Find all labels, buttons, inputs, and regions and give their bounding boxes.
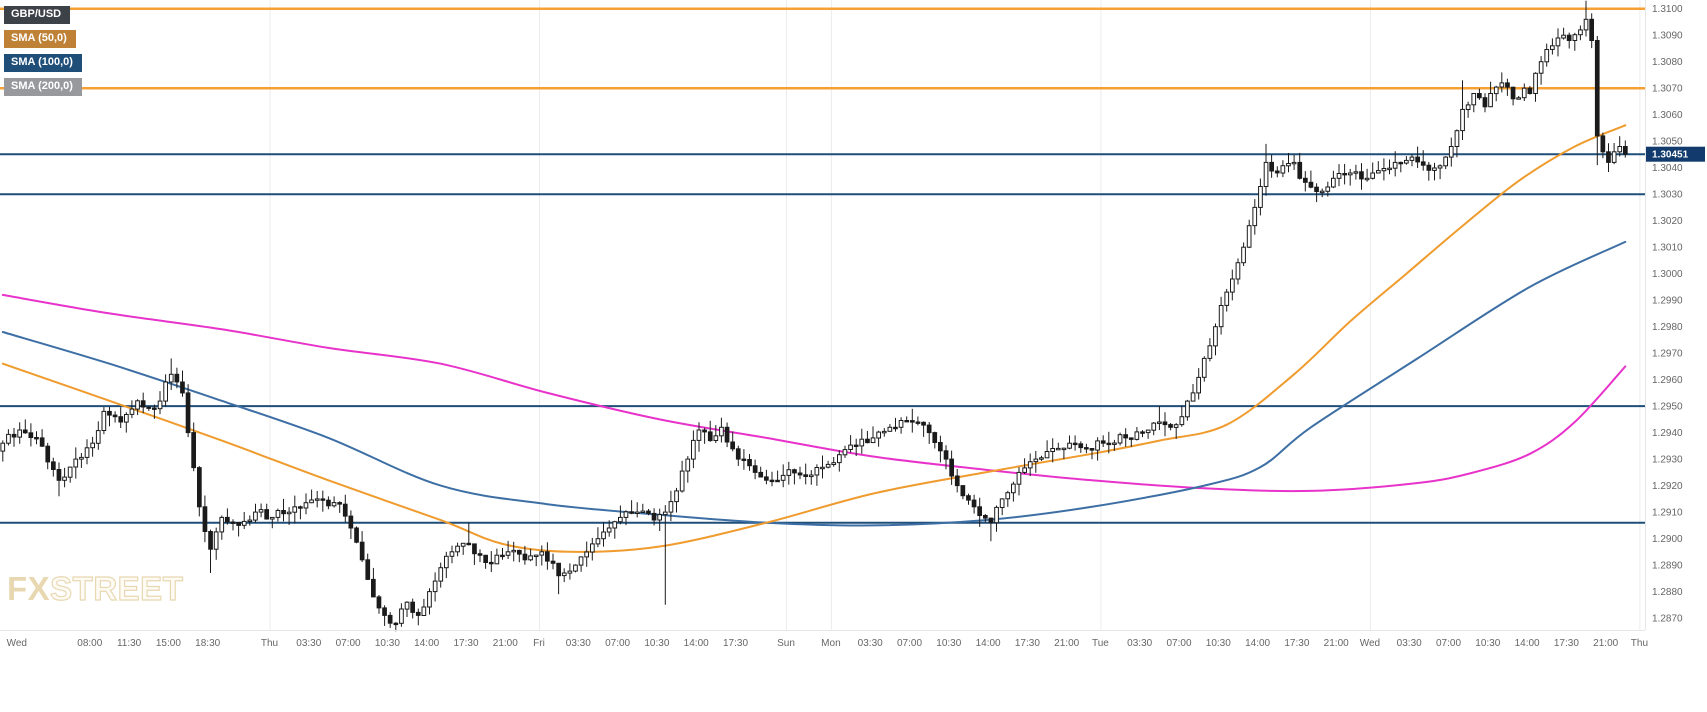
time-tick-label: 17:30	[723, 638, 748, 649]
price-tick-label: 1.3060	[1652, 110, 1683, 121]
price-tick-label: 1.3100	[1652, 4, 1683, 15]
time-tick-label: Fri	[533, 638, 545, 649]
price-tick-label: 1.3050	[1652, 137, 1683, 148]
time-tick-label: 07:00	[1166, 638, 1191, 649]
time-tick-label: 10:30	[644, 638, 669, 649]
price-tick-label: 1.2980	[1652, 322, 1683, 333]
time-tick-label: 21:00	[493, 638, 518, 649]
price-tick-label: 1.3080	[1652, 57, 1683, 68]
time-tick-label: 10:30	[1475, 638, 1500, 649]
fxstreet-watermark-street: STREET	[50, 570, 184, 607]
time-tick-label: 21:00	[1593, 638, 1618, 649]
price-tick-label: 1.3010	[1652, 243, 1683, 254]
current-price-tag	[1646, 146, 1705, 162]
time-tick-label: 07:00	[336, 638, 361, 649]
price-tick-label: 1.3000	[1652, 269, 1683, 280]
fxstreet-watermark-fx: FX	[7, 570, 51, 607]
candles-layer	[0, 0, 1628, 632]
day-separator-gridlines	[269, 0, 1641, 630]
time-tick-label: 03:30	[1397, 638, 1422, 649]
chart-legend: GBP/USD SMA (50,0) SMA (100,0) SMA (200,…	[4, 6, 82, 96]
time-tick-label: 07:00	[605, 638, 630, 649]
time-tick-label: 10:30	[1206, 638, 1231, 649]
price-tick-label: 1.2890	[1652, 561, 1683, 572]
time-tick-label: Mon	[821, 638, 840, 649]
time-tick-label: 11:30	[117, 638, 142, 649]
time-tick-label: 14:00	[684, 638, 709, 649]
price-tick-label: 1.3090	[1652, 31, 1683, 42]
legend-sma200-badge[interactable]: SMA (200,0)	[4, 78, 82, 96]
time-tick-label: Thu	[1631, 638, 1648, 649]
time-tick-label: 03:30	[566, 638, 591, 649]
time-tick-label: 10:30	[936, 638, 961, 649]
sma-line-100	[1, 240, 1627, 527]
time-tick-label: Wed	[1360, 638, 1380, 649]
current-price-tag-text: 1.30451	[1652, 150, 1689, 161]
price-tick-label: 1.2910	[1652, 508, 1683, 519]
chart-plot-area[interactable]	[0, 0, 1645, 630]
time-tick-label: Wed	[7, 638, 27, 649]
price-tick-label: 1.2930	[1652, 455, 1683, 466]
legend-instrument-badge[interactable]: GBP/USD	[4, 6, 71, 24]
time-tick-label: 21:00	[1054, 638, 1079, 649]
time-axis[interactable]: Wed 08:00 11:30 15:00 18:30 Thu 03:30 07:00 10:3…	[7, 638, 1648, 649]
price-axis[interactable]: 1.3100 1.3090 1.3080 1.3070 1.3060 1.3050 1.30…	[1652, 4, 1683, 624]
sma-line-50	[1, 124, 1627, 553]
time-tick-label: 07:00	[897, 638, 922, 649]
horizontal-level-lines	[0, 7, 1645, 524]
time-tick-label: 17:30	[1284, 638, 1309, 649]
time-tick-label: 03:30	[1127, 638, 1152, 649]
time-tick-label: 15:00	[156, 638, 181, 649]
price-tick-label: 1.2990	[1652, 296, 1683, 307]
time-tick-label: 03:30	[858, 638, 883, 649]
price-tick-label: 1.3070	[1652, 84, 1683, 95]
price-tick-label: 1.2870	[1652, 614, 1683, 625]
time-tick-label: Thu	[261, 638, 278, 649]
price-tick-label: 1.2940	[1652, 428, 1683, 439]
time-tick-label: 08:00	[77, 638, 102, 649]
time-tick-label: 14:00	[976, 638, 1001, 649]
time-tick-label: 17:30	[1554, 638, 1579, 649]
price-tick-label: 1.2960	[1652, 375, 1683, 386]
time-tick-label: 14:00	[414, 638, 439, 649]
time-tick-label: 10:30	[375, 638, 400, 649]
price-tick-label: 1.3040	[1652, 163, 1683, 174]
time-tick-label: 03:30	[296, 638, 321, 649]
price-tick-label: 1.2880	[1652, 587, 1683, 598]
legend-sma50-badge[interactable]: SMA (50,0)	[4, 30, 76, 48]
time-tick-label: 14:00	[1515, 638, 1540, 649]
price-tick-label: 1.2900	[1652, 534, 1683, 545]
legend-sma100-badge[interactable]: SMA (100,0)	[4, 54, 82, 72]
time-tick-label: 07:00	[1436, 638, 1461, 649]
time-tick-label: 17:30	[453, 638, 478, 649]
sma-line-200	[1, 293, 1627, 493]
time-tick-label: 14:00	[1245, 638, 1270, 649]
time-tick-label: Tue	[1092, 638, 1109, 649]
price-tick-label: 1.3020	[1652, 216, 1683, 227]
fxstreet-watermark: FXSTREET	[7, 570, 184, 607]
time-tick-label: Sun	[777, 638, 795, 649]
price-tick-label: 1.3030	[1652, 190, 1683, 201]
price-tick-label: 1.2970	[1652, 349, 1683, 360]
time-tick-label: 18:30	[195, 638, 220, 649]
time-tick-label: 21:00	[1324, 638, 1349, 649]
price-tick-label: 1.2950	[1652, 402, 1683, 413]
price-tick-label: 1.2920	[1652, 481, 1683, 492]
time-tick-label: 17:30	[1015, 638, 1040, 649]
